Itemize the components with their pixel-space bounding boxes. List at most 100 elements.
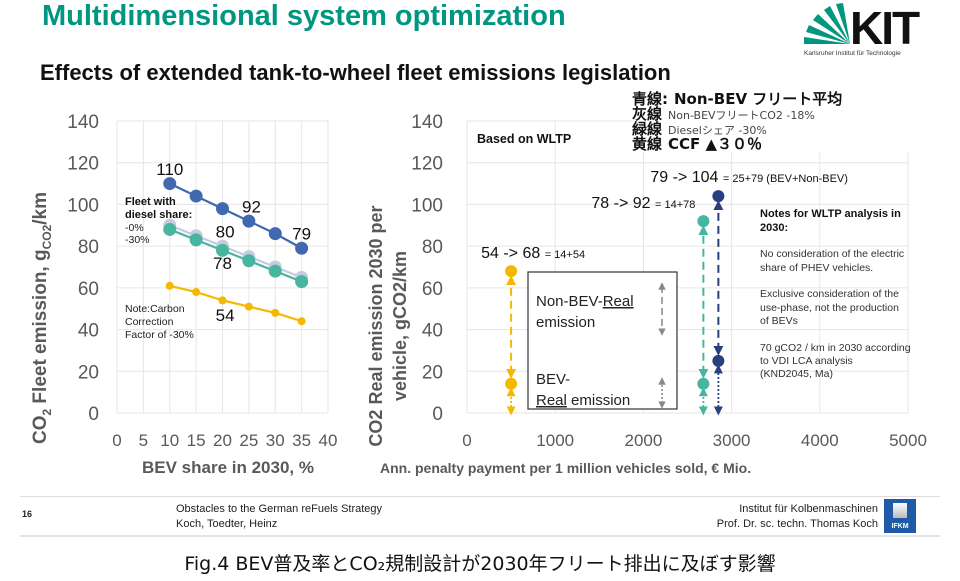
data-point xyxy=(165,281,174,290)
y-tick-label: 140 xyxy=(67,112,99,133)
x-axis-label: Ann. penalty payment per 1 million vehic… xyxy=(380,460,751,476)
y-tick-label: 100 xyxy=(411,195,443,216)
fleet-annotation-title-2: diesel share: xyxy=(125,209,192,221)
y-tick-label: 40 xyxy=(422,321,443,342)
legend-non-bev-line1: Non-BEV-Real xyxy=(536,293,634,310)
data-label: 54 xyxy=(216,306,235,325)
series-line xyxy=(169,284,302,323)
note-1-line-1: No consideration of the electric xyxy=(760,248,904,260)
note-2-line-2: use-phase, not the production xyxy=(760,302,899,314)
series-ccf-30-: 54 -> 68 = 14+54 xyxy=(481,245,585,416)
total-emission-point xyxy=(505,265,518,278)
x-tick-label: 40 xyxy=(319,431,338,450)
kit-logo: KIT Karlsruher Institut für Technologie xyxy=(804,2,922,57)
fleet-annotation-item-30: -30% xyxy=(125,234,150,246)
jp-legend-row-blue: 青線: Non-BEV フリート平均 xyxy=(632,90,843,108)
ifkm-logo-graphic xyxy=(893,503,907,518)
y-tick-label: 120 xyxy=(411,154,443,175)
x-tick-label: 0 xyxy=(462,431,471,450)
x-tick-label: 15 xyxy=(187,431,206,450)
data-point xyxy=(189,233,203,247)
real-emission-chart: 0 20 40 60 80 100 120 140 0 1000 2000 3000 4000 5000… xyxy=(366,112,927,476)
y-tick-label: 60 xyxy=(78,279,99,300)
y-tick-label: 80 xyxy=(422,237,443,258)
note-3-line-3: (KND2045, Ma) xyxy=(760,368,833,380)
legend-non-bev-line2: emission xyxy=(536,314,595,331)
note-2-line-3: of BEVs xyxy=(760,315,798,327)
x-tick-label: 0 xyxy=(112,431,121,450)
x-tick-label: 25 xyxy=(239,431,258,450)
ccf-note: Note:Carbon Correction Factor of -30% xyxy=(125,303,194,341)
series-diesel-share-30- xyxy=(163,222,309,289)
y-tick-label: 0 xyxy=(432,404,443,425)
y-axis-label-line2: vehicle, gCO2/km xyxy=(390,251,410,401)
footer-institute: Institut für Kolbenmaschinen xyxy=(739,503,878,515)
data-point xyxy=(268,264,282,278)
note-3-line-2: to VDI LCA analysis xyxy=(760,355,853,367)
total-emission-point xyxy=(697,215,710,228)
total-emission-point xyxy=(712,190,725,203)
footer-professor: Prof. Dr. sc. techn. Thomas Koch xyxy=(716,518,878,530)
kit-logo-subtext: Karlsruher Institut für Technologie xyxy=(804,50,901,57)
y-tick-label: 20 xyxy=(78,362,99,383)
point-label: 54 -> 68 = 14+54 xyxy=(481,245,585,262)
data-point xyxy=(242,254,256,268)
x-tick-label: 3000 xyxy=(713,431,751,450)
series-group xyxy=(163,177,309,326)
fleet-annotation-title-1: Fleet with xyxy=(125,196,176,208)
x-tick-label: 4000 xyxy=(801,431,839,450)
data-point xyxy=(218,296,227,305)
x-tick-label: 5 xyxy=(139,431,148,450)
data-point xyxy=(189,189,203,203)
y-tick-labels: 0 20 40 60 80 100 120 140 xyxy=(411,112,443,425)
data-point xyxy=(271,308,280,317)
data-label: 92 xyxy=(242,198,261,217)
y-tick-label: 140 xyxy=(411,112,443,133)
fleet-annotation-item-0: -0% xyxy=(125,222,144,234)
wltp-notes: Notes for WLTP analysis in 2030: No cons… xyxy=(760,208,911,380)
series-line xyxy=(169,224,303,279)
y-tick-label: 0 xyxy=(88,404,99,425)
footer-presentation-title: Obstacles to the German reFuels Strategy xyxy=(176,503,383,515)
notes-title-2: 2030: xyxy=(760,222,788,234)
based-on-wltp-label: Based on WLTP xyxy=(477,132,571,146)
data-point xyxy=(163,177,177,191)
footer-authors: Koch, Toedter, Heinz xyxy=(176,518,278,530)
series-non-bev-fleet-average: 79 -> 104 = 25+79 (BEV+Non-BEV) xyxy=(650,169,848,416)
japanese-legend: 青線: Non-BEV フリート平均 灰線 Non-BEVフリートCO2 -18% … xyxy=(632,92,950,152)
data-label: 80 xyxy=(216,223,235,242)
x-tick-label: 5000 xyxy=(889,431,927,450)
fleet-annotation: Fleet with diesel share: -0% -30% xyxy=(125,196,192,246)
footer-divider-bottom xyxy=(20,535,940,537)
data-point xyxy=(242,214,256,228)
y-tick-labels: 0 20 40 60 80 100 120 140 xyxy=(67,112,99,425)
data-point xyxy=(268,227,282,241)
slide-title: Multidimensional system optimization xyxy=(42,0,566,32)
point-label: 78 -> 92 = 14+78 xyxy=(591,195,695,212)
series-group: 54 -> 68 = 14+54 78 -> 92 = 14+78 79 -> 10… xyxy=(481,169,848,416)
y-axis-label: CO2 Fleet emission, gCO2/km xyxy=(30,192,54,444)
y-tick-label: 120 xyxy=(67,154,99,175)
y-axis-label-line1: CO2 Real emission 2030 per xyxy=(366,205,386,446)
legend-box-frame xyxy=(527,271,678,410)
ifkm-logo-icon xyxy=(884,499,916,533)
point-label: 79 -> 104 = 25+79 (BEV+Non-BEV) xyxy=(650,169,848,186)
kit-rays-icon xyxy=(804,3,850,44)
data-point xyxy=(295,275,309,289)
x-tick-label: 20 xyxy=(213,431,232,450)
footer-right: Institut für Kolbenmaschinen Prof. Dr. s… xyxy=(580,502,878,532)
x-tick-labels: 0 1000 2000 3000 4000 5000 xyxy=(462,431,927,450)
y-tick-label: 100 xyxy=(67,195,99,216)
grid xyxy=(116,120,329,414)
data-point xyxy=(216,243,229,257)
y-tick-label: 80 xyxy=(78,237,99,258)
x-tick-labels: 0 5 10 15 20 25 30 35 40 xyxy=(112,431,337,450)
data-label: 110 xyxy=(156,160,183,179)
legend-bev-line2: Real emission xyxy=(536,392,630,409)
data-label: 79 xyxy=(292,225,311,244)
ifkm-logo-text: IFKM xyxy=(891,523,909,530)
jp-legend-row-green: 緑線 Dieselシェア -30% xyxy=(632,120,767,138)
note-line-1: Note:Carbon xyxy=(125,303,185,315)
page-number: 16 xyxy=(22,509,33,519)
series-diesel-share-0- xyxy=(163,218,309,284)
